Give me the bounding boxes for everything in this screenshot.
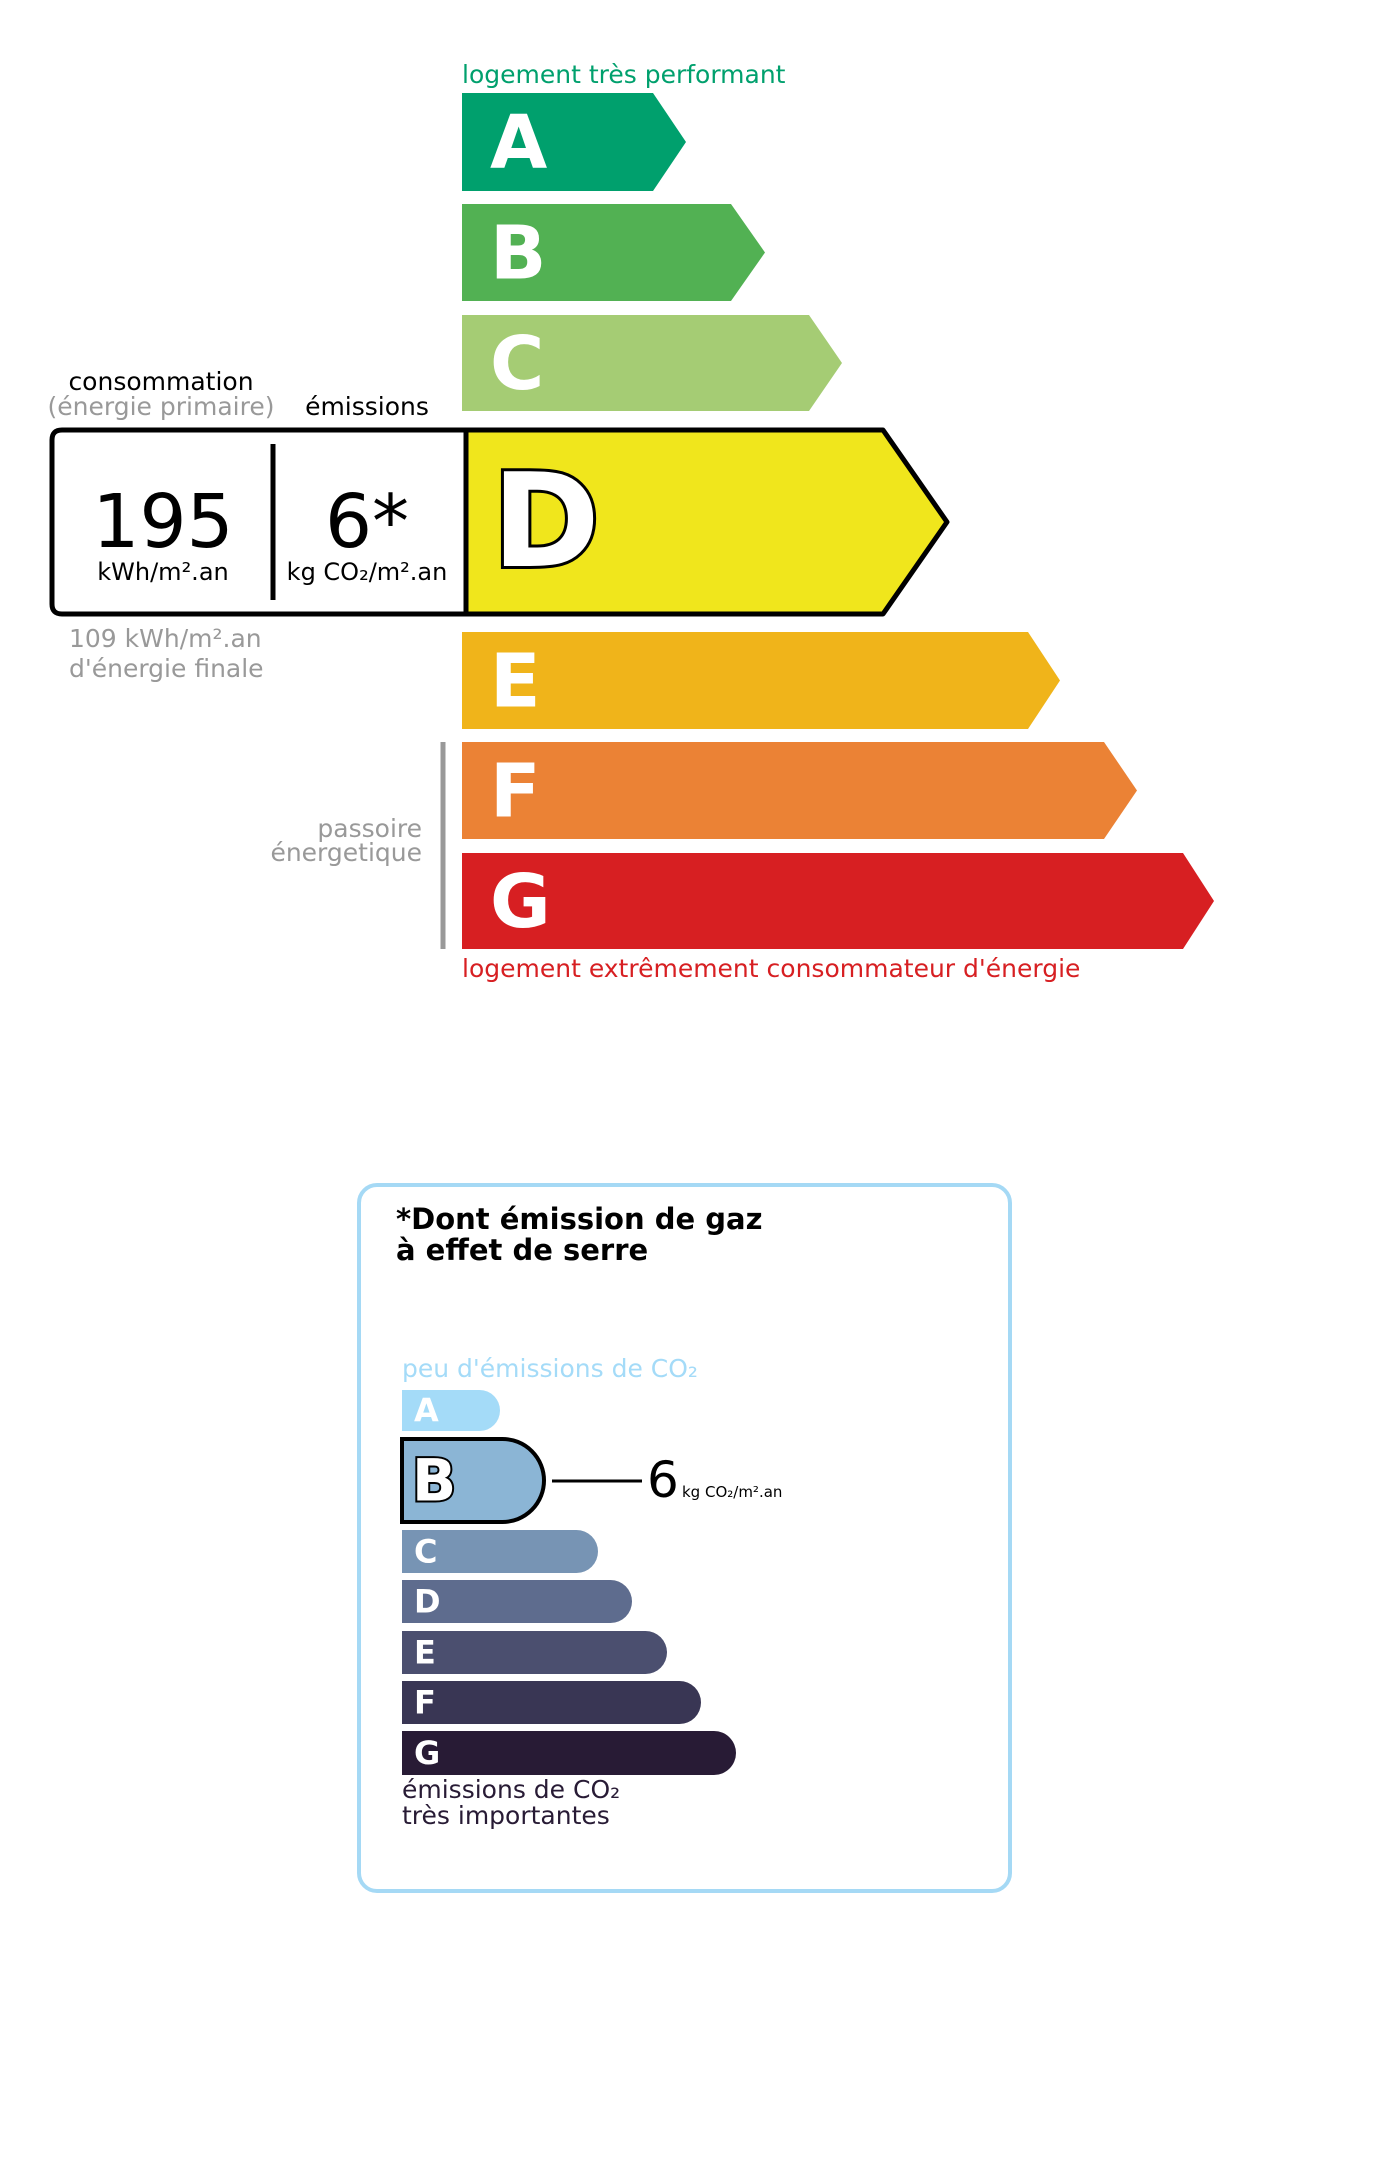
energy-class-letter-b: B [490, 211, 546, 297]
energy-class-e [462, 632, 1060, 729]
ges-class-letter-e: E [414, 1634, 436, 1672]
energy-class-g [462, 853, 1214, 949]
ges-top-caption: peu d'émissions de CO₂ [402, 1354, 698, 1383]
energy-class-a [462, 93, 686, 191]
energy-class-d [463, 427, 950, 617]
ges-class-e [402, 1631, 667, 1674]
emissions-value: 6* [324, 479, 410, 565]
ges-class-c [402, 1530, 598, 1573]
ges-class-letter-f: F [414, 1684, 436, 1722]
ges-class-letter-b: B [412, 1447, 456, 1515]
consumption-value: 195 [92, 479, 234, 565]
ges-bottom-caption-2: très importantes [402, 1801, 610, 1830]
ges-class-letter-a: A [414, 1392, 439, 1430]
energy-class-letter-f: F [490, 749, 541, 835]
consumption-unit: kWh/m².an [97, 558, 229, 586]
passoire-label-1: passoire [317, 814, 422, 843]
ges-class-letter-d: D [414, 1583, 441, 1621]
ges-class-d [402, 1580, 632, 1623]
emissions-unit: kg CO₂/m².an [286, 558, 448, 586]
ges-class-letter-c: C [414, 1533, 437, 1571]
ges-box [357, 1183, 1012, 1893]
energy-class-f [462, 742, 1137, 839]
energy-class-b [462, 204, 765, 301]
consumption-sublabel: (énergie primaire) [47, 392, 275, 421]
ges-class-f [402, 1681, 701, 1724]
consumption-label: consommation [68, 367, 254, 396]
passoire-label-2: énergetique [270, 838, 422, 867]
ges-title-line-1: *Dont émission de gaz [396, 1202, 763, 1236]
ges-class-a [402, 1390, 500, 1431]
ges-bottom-caption-1: émissions de CO₂ [402, 1775, 621, 1804]
value-box [49, 427, 466, 617]
ges-class-g [402, 1731, 736, 1775]
ges-unit: kg CO₂/m².an [682, 1483, 783, 1501]
ges-title-line-2: à effet de serre [396, 1233, 649, 1267]
ges-value: 6 [647, 1451, 679, 1509]
energy-class-letter-g: G [490, 859, 551, 945]
emissions-label: émissions [305, 392, 429, 421]
top-caption: logement très performant [462, 60, 786, 89]
energy-class-letter-e: E [490, 639, 541, 725]
final-energy-value: 109 kWh/m².an [69, 624, 262, 653]
energy-class-letter-d: D [492, 445, 600, 597]
energy-class-c [462, 315, 842, 411]
ges-class-b [400, 1437, 546, 1524]
ges-class-letter-g: G [414, 1734, 440, 1772]
bottom-caption: logement extrêmement consommateur d'éner… [462, 954, 1081, 983]
energy-class-letter-c: C [490, 321, 544, 407]
ges-title: *Dont émission de gaz à effet de serre [396, 1204, 762, 1266]
final-energy-label: d'énergie finale [69, 654, 264, 683]
ges-bottom-caption: émissions de CO₂ très importantes [402, 1777, 620, 1829]
energy-class-letter-a: A [490, 100, 547, 186]
